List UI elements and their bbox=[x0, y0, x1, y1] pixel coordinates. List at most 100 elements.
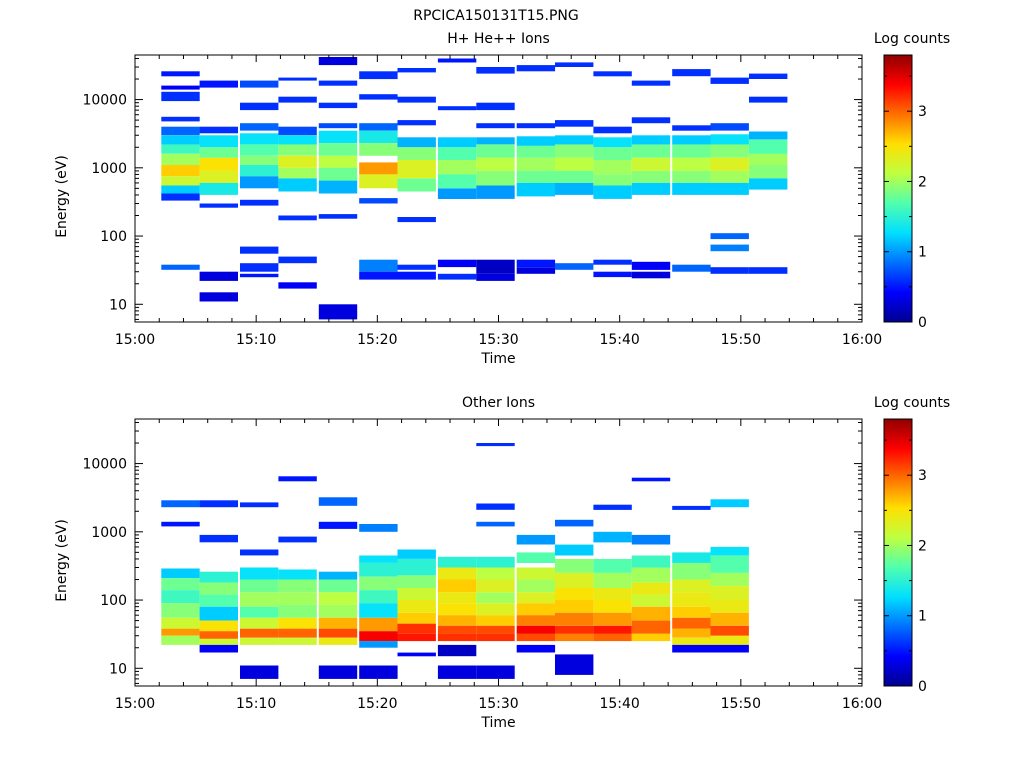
heatmap-cell bbox=[397, 160, 436, 179]
heatmap-cell bbox=[437, 625, 477, 634]
heatmap-cell bbox=[555, 62, 594, 67]
heatmap-cell bbox=[240, 176, 279, 189]
heatmap-cell bbox=[240, 80, 279, 88]
heatmap-cell bbox=[593, 588, 632, 600]
heatmap-cell bbox=[199, 534, 238, 543]
heatmap-cell bbox=[631, 271, 671, 279]
heatmap-cell bbox=[555, 120, 594, 127]
heatmap-cell bbox=[631, 534, 671, 545]
heatmap-cell bbox=[555, 170, 594, 183]
heatmap-cell bbox=[199, 500, 238, 508]
heatmap-cell bbox=[318, 130, 358, 144]
heatmap-cell bbox=[161, 193, 200, 201]
x-axis-label: Time bbox=[480, 351, 515, 367]
heatmap-cell bbox=[555, 572, 594, 588]
y-axis-label: Energy (eV) bbox=[54, 519, 70, 602]
heatmap-cell bbox=[397, 575, 436, 589]
heatmap-cell bbox=[631, 170, 671, 183]
heatmap-cell bbox=[318, 497, 358, 506]
heatmap-cell bbox=[161, 521, 200, 527]
heatmap-cell bbox=[476, 579, 515, 593]
heatmap-cell bbox=[672, 628, 711, 638]
heatmap-cell bbox=[240, 123, 279, 131]
heatmap-cell bbox=[516, 259, 556, 268]
heatmap-cell bbox=[516, 267, 556, 274]
panel-2: 15:00 15:10 15:20 15:30 15:40 15:50 16:0010100… bbox=[54, 395, 950, 731]
heatmap-cell bbox=[359, 123, 398, 131]
heatmap-cell bbox=[710, 267, 749, 274]
heatmap-cell bbox=[437, 58, 477, 63]
heatmap-cell bbox=[710, 233, 749, 240]
heatmap-cell bbox=[240, 628, 279, 638]
heatmap-cell bbox=[161, 578, 200, 591]
heatmap-cell bbox=[476, 144, 515, 158]
colorbar-tick-label: 0 bbox=[918, 679, 927, 695]
heatmap-cell bbox=[397, 633, 436, 642]
y-tick-label: 100 bbox=[100, 229, 127, 245]
heatmap-cell bbox=[359, 271, 398, 280]
heatmap-cell bbox=[437, 665, 477, 679]
heatmap-cell bbox=[161, 264, 200, 270]
heatmap-cell bbox=[555, 182, 594, 195]
heatmap-cell bbox=[397, 600, 436, 613]
heatmap-cell bbox=[161, 603, 200, 618]
heatmap-cell bbox=[672, 637, 711, 645]
heatmap-cell bbox=[749, 153, 788, 165]
panel-title: H+ He++ Ions bbox=[447, 31, 550, 47]
heatmap-cell bbox=[318, 155, 358, 168]
heatmap-cell bbox=[199, 631, 238, 639]
y-tick-label: 10000 bbox=[82, 457, 127, 473]
heatmap-cell bbox=[278, 617, 317, 629]
heatmap-cell bbox=[278, 536, 317, 543]
heatmap-cell bbox=[199, 203, 238, 208]
heatmap-cell bbox=[710, 157, 749, 171]
heatmap-cell bbox=[199, 147, 238, 158]
x-tick-label: 15:10 bbox=[236, 696, 276, 712]
heatmap-cell bbox=[240, 133, 279, 145]
heatmap-cell bbox=[240, 567, 279, 580]
heatmap-cell bbox=[318, 637, 358, 645]
heatmap-cell bbox=[318, 571, 358, 580]
heatmap-cell bbox=[516, 644, 556, 653]
heatmap-cell bbox=[199, 620, 238, 632]
heatmap-cell bbox=[672, 579, 711, 593]
heatmap-cell bbox=[359, 617, 398, 632]
y-tick-label: 10 bbox=[109, 661, 127, 677]
heatmap-cell bbox=[397, 623, 436, 634]
heatmap-cell bbox=[199, 271, 238, 281]
heatmap-cell bbox=[631, 157, 671, 171]
heatmap-cell bbox=[240, 165, 279, 177]
heatmap-cell bbox=[710, 77, 749, 84]
heatmap-cell bbox=[240, 617, 279, 629]
heatmap-cell bbox=[710, 625, 749, 636]
x-tick-label: 15:30 bbox=[478, 332, 518, 348]
heatmap-cell bbox=[359, 198, 398, 204]
heatmap-cell bbox=[199, 644, 238, 653]
heatmap-cell bbox=[359, 174, 398, 189]
heatmap-cell bbox=[593, 625, 632, 634]
heatmap-cell bbox=[593, 160, 632, 175]
y-tick-label: 1000 bbox=[91, 161, 127, 177]
heatmap-cell bbox=[672, 182, 711, 195]
heatmap-cell bbox=[672, 69, 711, 77]
heatmap-cell bbox=[318, 57, 358, 66]
heatmap-cell bbox=[318, 604, 358, 618]
heatmap-cell bbox=[555, 625, 594, 634]
heatmap-cell bbox=[476, 603, 515, 616]
heatmap-cell bbox=[199, 582, 238, 595]
heatmap-cell bbox=[476, 185, 515, 199]
heatmap-cell bbox=[672, 125, 711, 131]
heatmap-cell bbox=[710, 546, 749, 556]
heatmap-cell bbox=[516, 567, 556, 580]
heatmap-cell bbox=[555, 157, 594, 171]
heatmap-cell bbox=[199, 594, 238, 607]
colorbar-tick-label: 3 bbox=[918, 468, 927, 484]
heatmap-cell bbox=[476, 157, 515, 171]
heatmap-cell bbox=[476, 273, 515, 281]
heatmap-cell bbox=[318, 304, 358, 320]
x-tick-label: 16:00 bbox=[842, 696, 882, 712]
heatmap-cell bbox=[516, 592, 556, 604]
heatmap-cell bbox=[672, 170, 711, 183]
heatmap-cell bbox=[199, 638, 238, 645]
heatmap-cell bbox=[516, 552, 556, 563]
